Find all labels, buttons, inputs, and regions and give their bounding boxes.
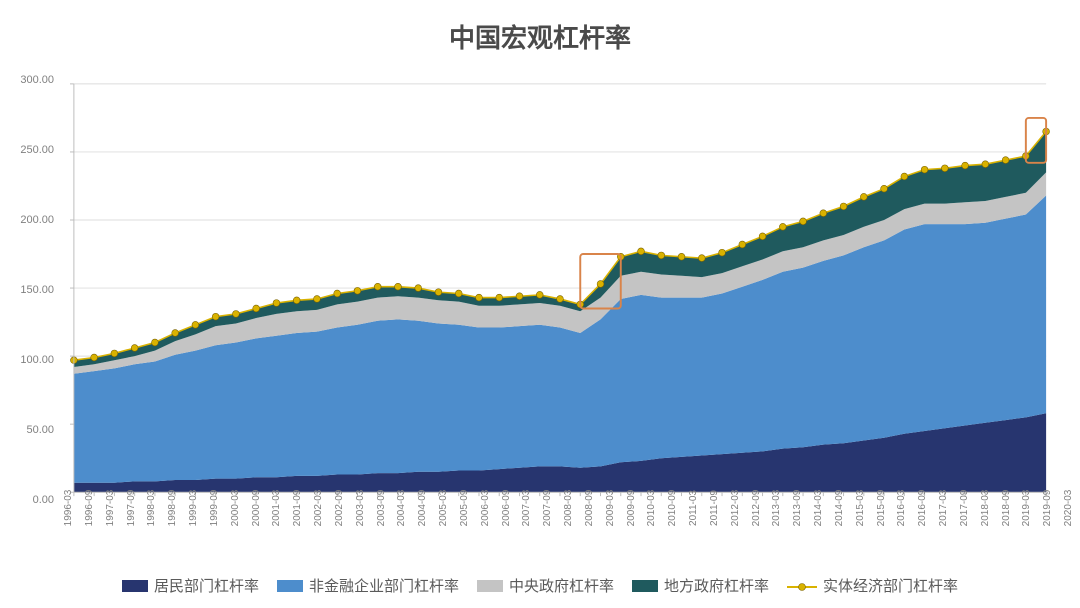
x-tick-label: 1997-03: [105, 490, 116, 527]
legend-swatch: [632, 580, 658, 592]
x-tick-label: 2002-03: [313, 490, 324, 527]
x-tick-label: 2007-09: [542, 490, 553, 527]
x-tick-label: 2013-09: [792, 490, 803, 527]
x-tick-label: 2010-09: [667, 490, 678, 527]
y-tick-label: 200.00: [4, 214, 54, 226]
x-tick-label: 2011-09: [709, 490, 720, 526]
legend-item: 地方政府杠杆率: [632, 575, 769, 596]
legend-swatch: [122, 580, 148, 592]
x-tick-label: 2010-03: [646, 490, 657, 527]
x-tick-label: 1999-03: [188, 490, 199, 527]
chart-title: 中国宏观杠杆率: [0, 18, 1080, 55]
x-tick-label: 2012-09: [751, 490, 762, 527]
x-tick-label: 2006-03: [480, 490, 491, 527]
x-tick-label: 1997-09: [126, 490, 137, 527]
x-tick-label: 2013-03: [771, 490, 782, 527]
x-tick-label: 2014-03: [813, 490, 824, 527]
x-tick-label: 1999-09: [209, 490, 220, 527]
x-tick-label: 2011-03: [688, 490, 699, 526]
x-tick-label: 2012-03: [730, 490, 741, 527]
legend-item: 居民部门杠杆率: [122, 575, 259, 596]
x-tick-label: 2018-03: [980, 490, 991, 527]
y-tick-label: 250.00: [4, 144, 54, 156]
x-tick-label: 2000-09: [251, 490, 262, 527]
legend-swatch: [477, 580, 503, 592]
legend-swatch: [277, 580, 303, 592]
x-tick-label: 2020-03: [1063, 490, 1074, 527]
x-tick-label: 2008-09: [584, 490, 595, 527]
x-tick-label: 2005-03: [438, 490, 449, 527]
legend: 居民部门杠杆率 非金融企业部门杠杆率 中央政府杠杆率 地方政府杠杆率 实体经济部门杠杆率: [0, 575, 1080, 596]
x-tick-label: 2014-09: [834, 490, 845, 527]
legend-item: 中央政府杠杆率: [477, 575, 614, 596]
x-tick-label: 2002-09: [334, 490, 345, 527]
x-tick-label: 2007-03: [521, 490, 532, 527]
x-tick-label: 2016-09: [917, 490, 928, 527]
x-tick-label: 2003-09: [376, 490, 387, 527]
x-tick-label: 2019-03: [1021, 490, 1032, 527]
y-tick-label: 100.00: [4, 354, 54, 366]
x-tick-label: 2006-09: [501, 490, 512, 527]
legend-line-icon: [787, 580, 817, 592]
x-tick-label: 2015-03: [855, 490, 866, 527]
x-tick-label: 2004-09: [417, 490, 428, 527]
legend-label: 中央政府杠杆率: [509, 575, 614, 596]
x-tick-label: 2017-03: [938, 490, 949, 527]
x-tick-label: 1998-03: [146, 490, 157, 527]
legend-label: 非金融企业部门杠杆率: [309, 575, 459, 596]
x-tick-label: 2019-09: [1042, 490, 1053, 527]
x-tick-label: 1998-09: [167, 490, 178, 527]
x-tick-label: 2000-03: [230, 490, 241, 527]
x-tick-label: 1996-09: [84, 490, 95, 527]
x-tick-label: 2009-09: [626, 490, 637, 527]
legend-label: 实体经济部门杠杆率: [823, 575, 958, 596]
x-tick-label: 2005-09: [459, 490, 470, 527]
x-tick-label: 2001-09: [292, 490, 303, 527]
x-tick-label: 2017-09: [959, 490, 970, 527]
y-tick-label: 0.00: [4, 494, 54, 506]
x-tick-label: 2015-09: [876, 490, 887, 527]
x-tick-label: 2018-09: [1001, 490, 1012, 527]
chart-container: 中国宏观杠杆率 0.00 50.00 100.00 150.00 200.00 250.0…: [0, 0, 1080, 608]
x-tick-label: 2008-03: [563, 490, 574, 527]
y-tick-label: 300.00: [4, 74, 54, 86]
x-tick-label: 2003-03: [355, 490, 366, 527]
x-tick-label: 2009-03: [605, 490, 616, 527]
x-tick-label: 2001-03: [271, 490, 282, 527]
x-tick-label: 2004-03: [396, 490, 407, 527]
plot-area: [60, 80, 1060, 500]
y-tick-label: 50.00: [4, 424, 54, 436]
y-tick-label: 150.00: [4, 284, 54, 296]
legend-item: 非金融企业部门杠杆率: [277, 575, 459, 596]
x-tick-label: 1996-03: [63, 490, 74, 527]
legend-label: 居民部门杠杆率: [154, 575, 259, 596]
legend-item: 实体经济部门杠杆率: [787, 575, 958, 596]
x-tick-label: 2016-03: [896, 490, 907, 527]
legend-label: 地方政府杠杆率: [664, 575, 769, 596]
plot-svg: [60, 80, 1060, 500]
